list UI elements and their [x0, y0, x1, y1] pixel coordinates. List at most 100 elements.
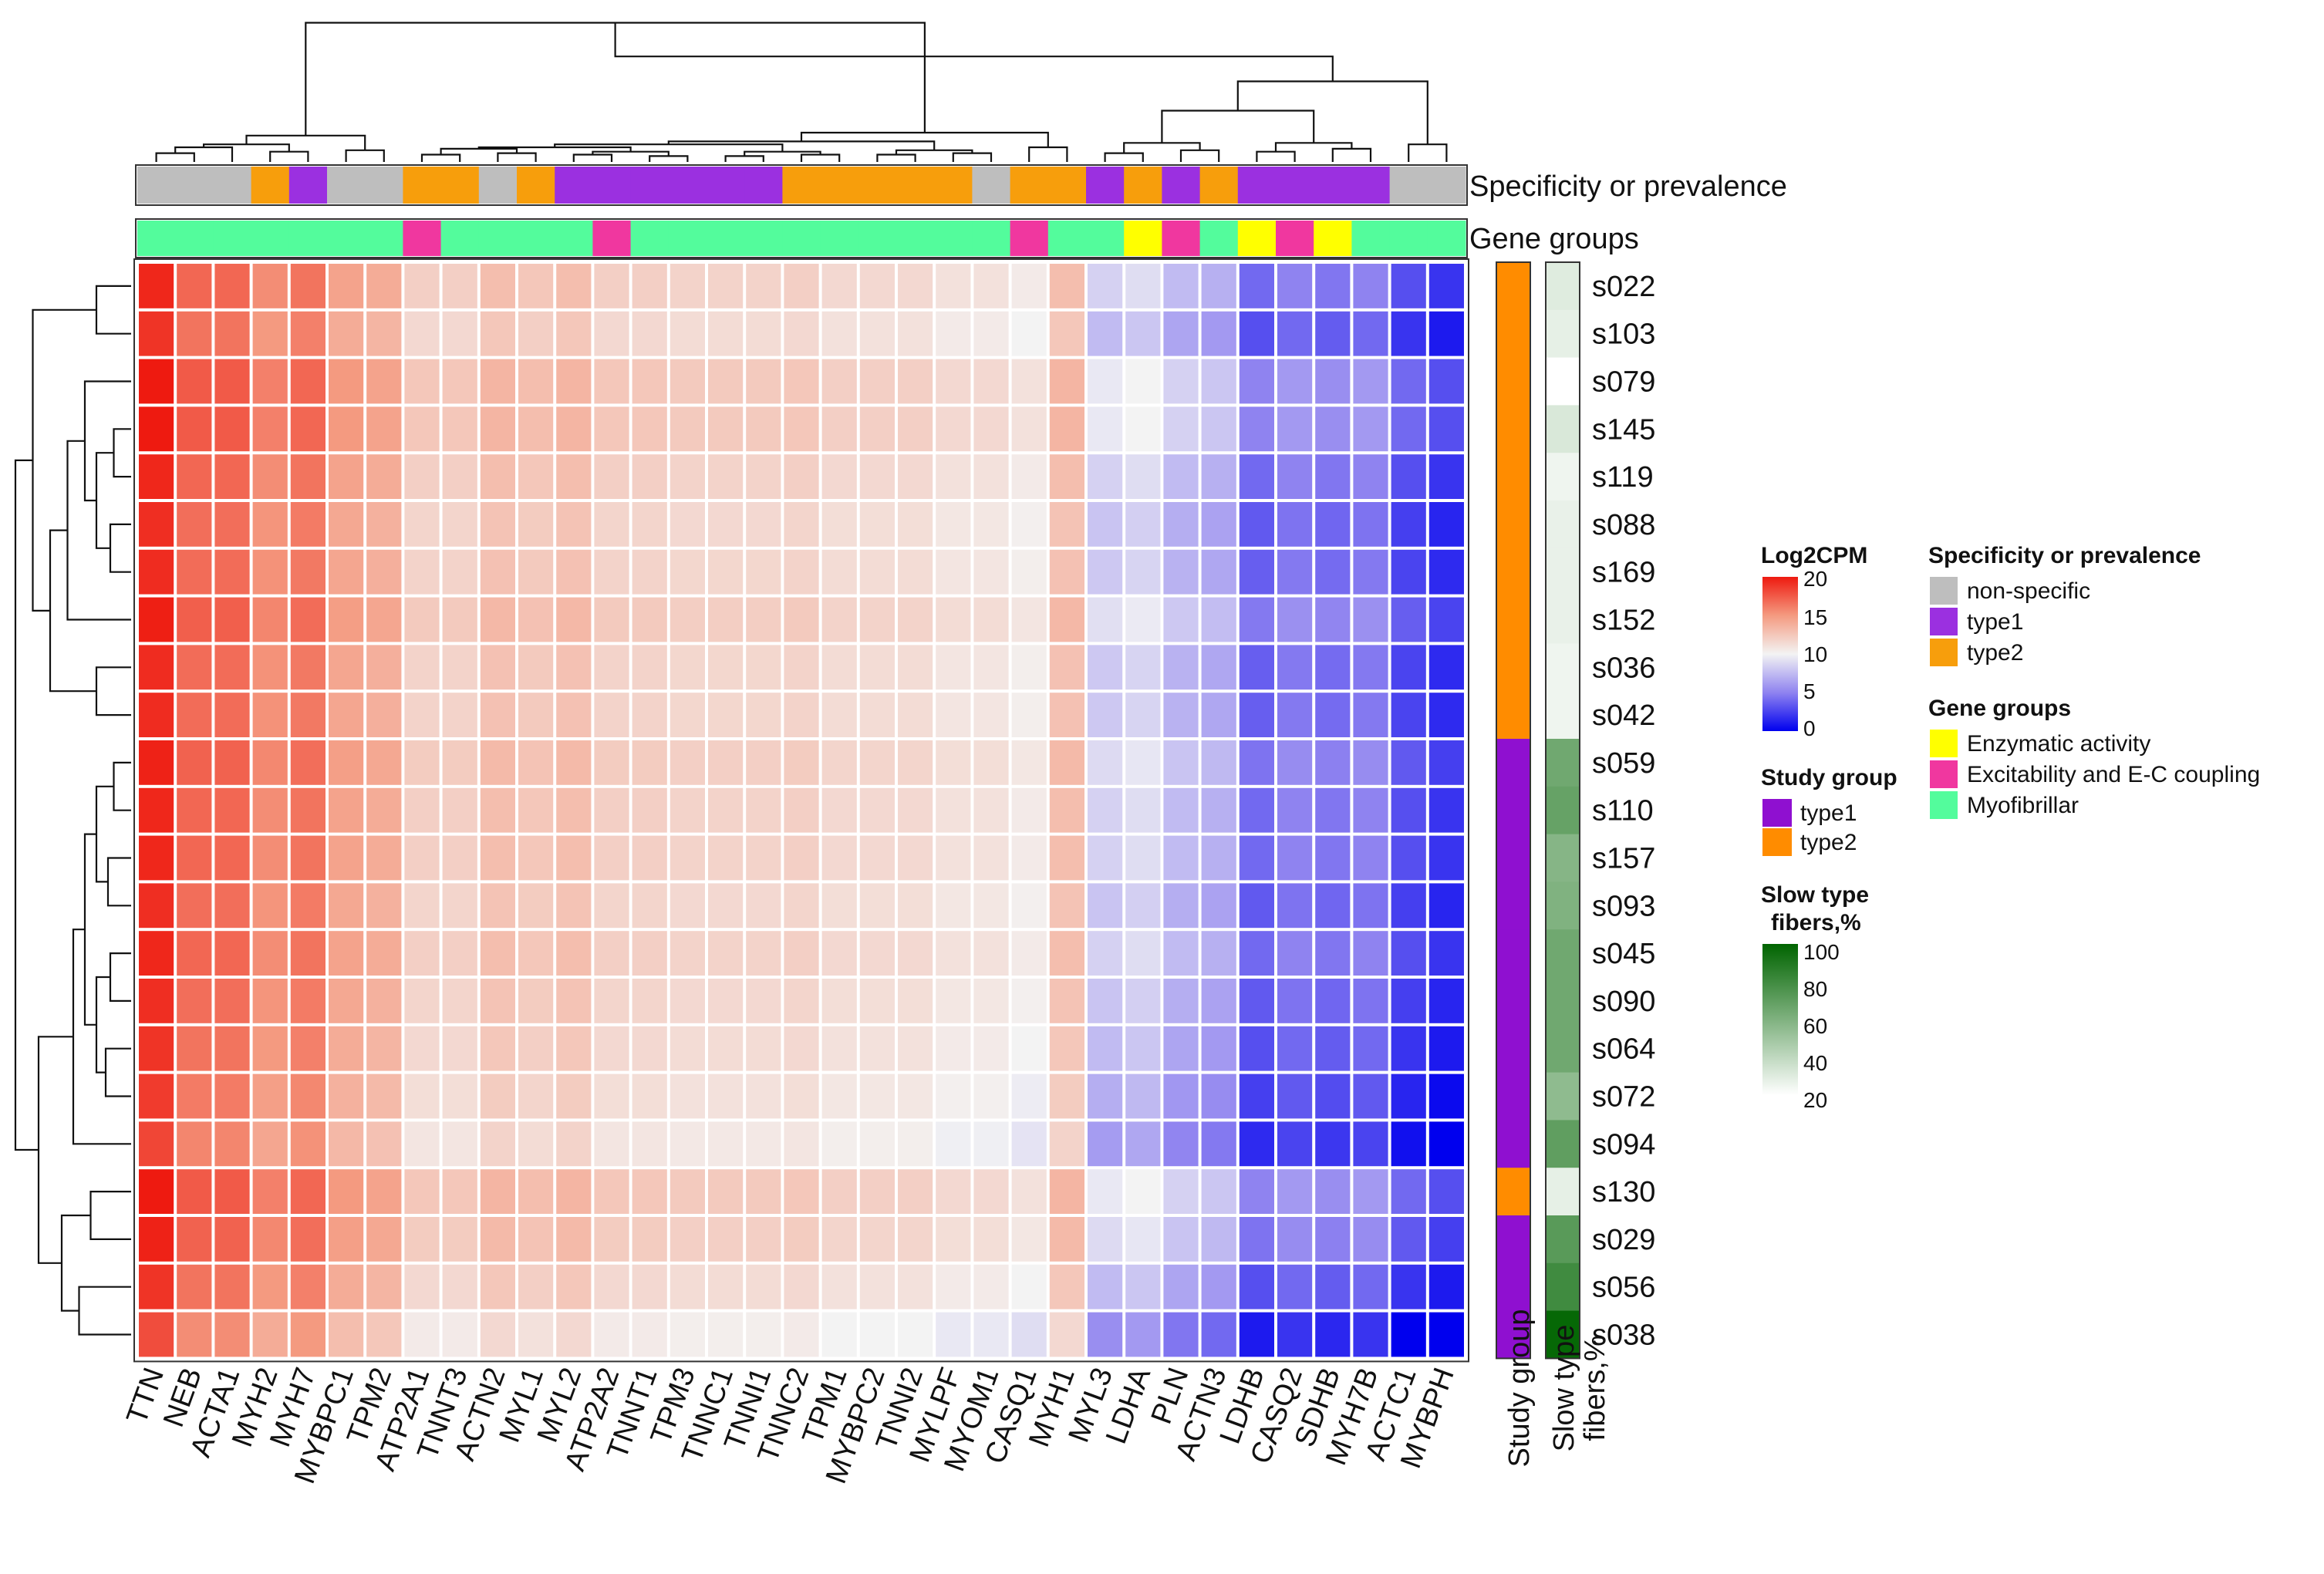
specificity-cell: [1047, 167, 1087, 204]
specificity-cell: [213, 167, 252, 204]
heatmap-cell: [1201, 311, 1236, 356]
heatmap-cell: [859, 454, 895, 499]
heatmap-cell: [1088, 883, 1123, 929]
slow-fibers-legend-title-2: fibers,%: [1771, 910, 1861, 935]
heatmap-cell: [329, 931, 364, 976]
heatmap-cell: [404, 1121, 440, 1167]
heatmap-cell: [1391, 359, 1426, 404]
slow-fibers-cell: [1546, 834, 1580, 882]
slow-fibers-cell: [1546, 595, 1580, 644]
sample-label: s036: [1592, 652, 1655, 684]
sample-label: s093: [1592, 890, 1655, 922]
heatmap-cell: [898, 359, 933, 404]
heatmap-cell: [859, 883, 895, 929]
heatmap-cell: [1088, 1312, 1123, 1357]
heatmap-cell: [1353, 645, 1388, 690]
heatmap-cell: [898, 454, 933, 499]
heatmap-cell: [1049, 787, 1084, 833]
heatmap-cell: [556, 645, 592, 690]
heatmap-cell: [214, 740, 250, 785]
heatmap-cell: [1239, 597, 1274, 642]
heatmap-cell: [139, 787, 174, 833]
heatmap-cell: [1163, 1312, 1199, 1357]
study-group-cell: [1496, 834, 1530, 882]
heatmap-cell: [214, 931, 250, 976]
heatmap-cell: [708, 693, 744, 737]
slow-fibers-colorbar: [1762, 944, 1798, 1095]
heatmap-cell: [632, 1312, 667, 1357]
log2cpm-legend: Log2CPM 20 15 10 5 0: [1761, 543, 1867, 740]
heatmap-cell: [1049, 1121, 1084, 1167]
heatmap-cell: [632, 311, 667, 356]
heatmap-cell: [442, 359, 477, 404]
heatmap-cell: [1277, 454, 1313, 499]
heatmap-cell: [1201, 1026, 1236, 1071]
heatmap-cell: [139, 1026, 174, 1071]
heatmap-cell: [898, 979, 933, 1023]
heatmap-cell: [480, 1026, 515, 1071]
specificity-label-type2: type2: [1967, 640, 2023, 666]
heatmap-cell: [329, 835, 364, 881]
dendrogram-branch: [95, 452, 114, 549]
heatmap-cell: [177, 787, 212, 833]
heatmap-cell: [670, 311, 705, 356]
specificity-cell: [1162, 167, 1201, 204]
heatmap-cell: [1125, 406, 1161, 452]
heatmap-cell: [859, 1312, 895, 1357]
specificity-cell: [1314, 167, 1352, 204]
heatmap-cell: [177, 1264, 212, 1309]
heatmap-cell: [1391, 264, 1426, 308]
heatmap-cell: [1428, 1026, 1464, 1071]
heatmap-cell: [1011, 1073, 1047, 1119]
gene-group-cell: [403, 221, 442, 256]
heatmap-cell: [821, 787, 857, 833]
heatmap-cell: [177, 311, 212, 356]
heatmap-cell: [1353, 597, 1388, 642]
heatmap-cell: [1239, 979, 1274, 1023]
gene-group-cell: [668, 221, 707, 256]
heatmap-cell: [1239, 264, 1274, 308]
heatmap-cell: [1239, 549, 1274, 595]
heatmap-cell: [442, 311, 477, 356]
slow-fibers-tick-20: 20: [1803, 1088, 1827, 1112]
gene-groups-swatch-enzymatic: [1930, 730, 1958, 757]
heatmap-cell: [1201, 502, 1236, 547]
heatmap-cell: [1201, 1312, 1236, 1357]
heatmap-cell: [1239, 1073, 1274, 1119]
heatmap-cell: [1125, 835, 1161, 881]
heatmap-cell: [1353, 883, 1388, 929]
heatmap-cell: [708, 1073, 744, 1119]
heatmap-cell: [821, 1169, 857, 1214]
heatmap-cell: [973, 1264, 1009, 1309]
dendrogram-branch: [109, 523, 131, 573]
heatmap-cell: [404, 359, 440, 404]
heatmap-cell: [708, 1026, 744, 1071]
heatmap-cell: [1088, 979, 1123, 1023]
heatmap-cell: [784, 740, 819, 785]
heatmap-cell: [518, 1026, 554, 1071]
heatmap-cell: [973, 883, 1009, 929]
heatmap-cell: [632, 883, 667, 929]
slow-fibers-axis-label-2: fibers,%: [1579, 1335, 1611, 1441]
heatmap-cell: [139, 359, 174, 404]
heatmap-cell: [1163, 787, 1199, 833]
heatmap-cell: [252, 549, 288, 595]
heatmap-cell: [556, 1264, 592, 1309]
heatmap-cell: [1239, 787, 1274, 833]
heatmap-cell: [404, 835, 440, 881]
heatmap-cell: [1011, 835, 1047, 881]
heatmap-cell: [670, 1217, 705, 1262]
heatmap-cell: [556, 1312, 592, 1357]
study-group-cell: [1496, 1310, 1530, 1359]
heatmap-cell: [1201, 835, 1236, 881]
heatmap-cell: [1125, 264, 1161, 308]
gene-groups-annotation-label: Gene groups: [1469, 223, 1639, 255]
heatmap-cell: [670, 406, 705, 452]
heatmap-cell: [670, 597, 705, 642]
heatmap-cell: [936, 740, 971, 785]
specificity-cell: [327, 167, 366, 204]
specificity-label-non-specific: non-specific: [1967, 578, 2090, 604]
heatmap-cell: [329, 1264, 364, 1309]
heatmap-cell: [670, 264, 705, 308]
heatmap-cell: [859, 693, 895, 737]
